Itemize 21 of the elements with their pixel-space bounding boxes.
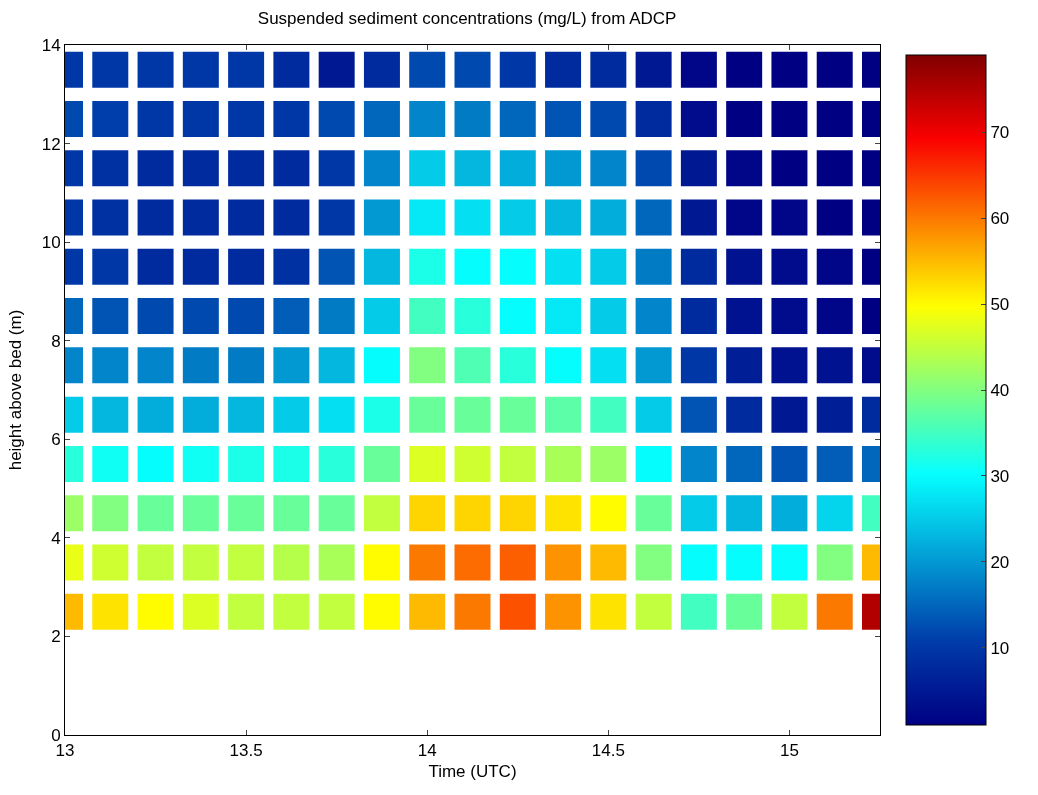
x-axis-title: Time (UTC) <box>428 761 517 781</box>
x-tick-label: 13.5 <box>229 741 263 761</box>
x-tick-label: 15 <box>779 741 799 761</box>
color-bar-label: 50 <box>990 295 1010 315</box>
color-bar-label: 20 <box>990 552 1010 572</box>
y-tick-label: 12 <box>41 134 61 154</box>
x-tick-label: 14.5 <box>591 741 625 761</box>
y-tick-label: 10 <box>41 233 61 253</box>
y-tick-label: 4 <box>51 528 61 548</box>
y-axis-title: height above bed (m) <box>6 309 25 471</box>
y-tick-label: 14 <box>41 35 61 55</box>
y-tick-label: 8 <box>51 331 61 351</box>
x-tick-label: 14 <box>417 741 437 761</box>
color-bar-label: 40 <box>990 380 1010 400</box>
y-tick-label: 2 <box>51 627 61 647</box>
color-bar-label: 70 <box>990 123 1010 143</box>
chart-title: Suspended sediment concentrations (mg/L) from ADCP <box>257 8 677 28</box>
y-tick-label: 6 <box>51 430 61 450</box>
color-bar-label: 60 <box>990 209 1010 229</box>
color-bar-label: 10 <box>990 638 1010 658</box>
color-bar-label: 30 <box>990 466 1010 486</box>
